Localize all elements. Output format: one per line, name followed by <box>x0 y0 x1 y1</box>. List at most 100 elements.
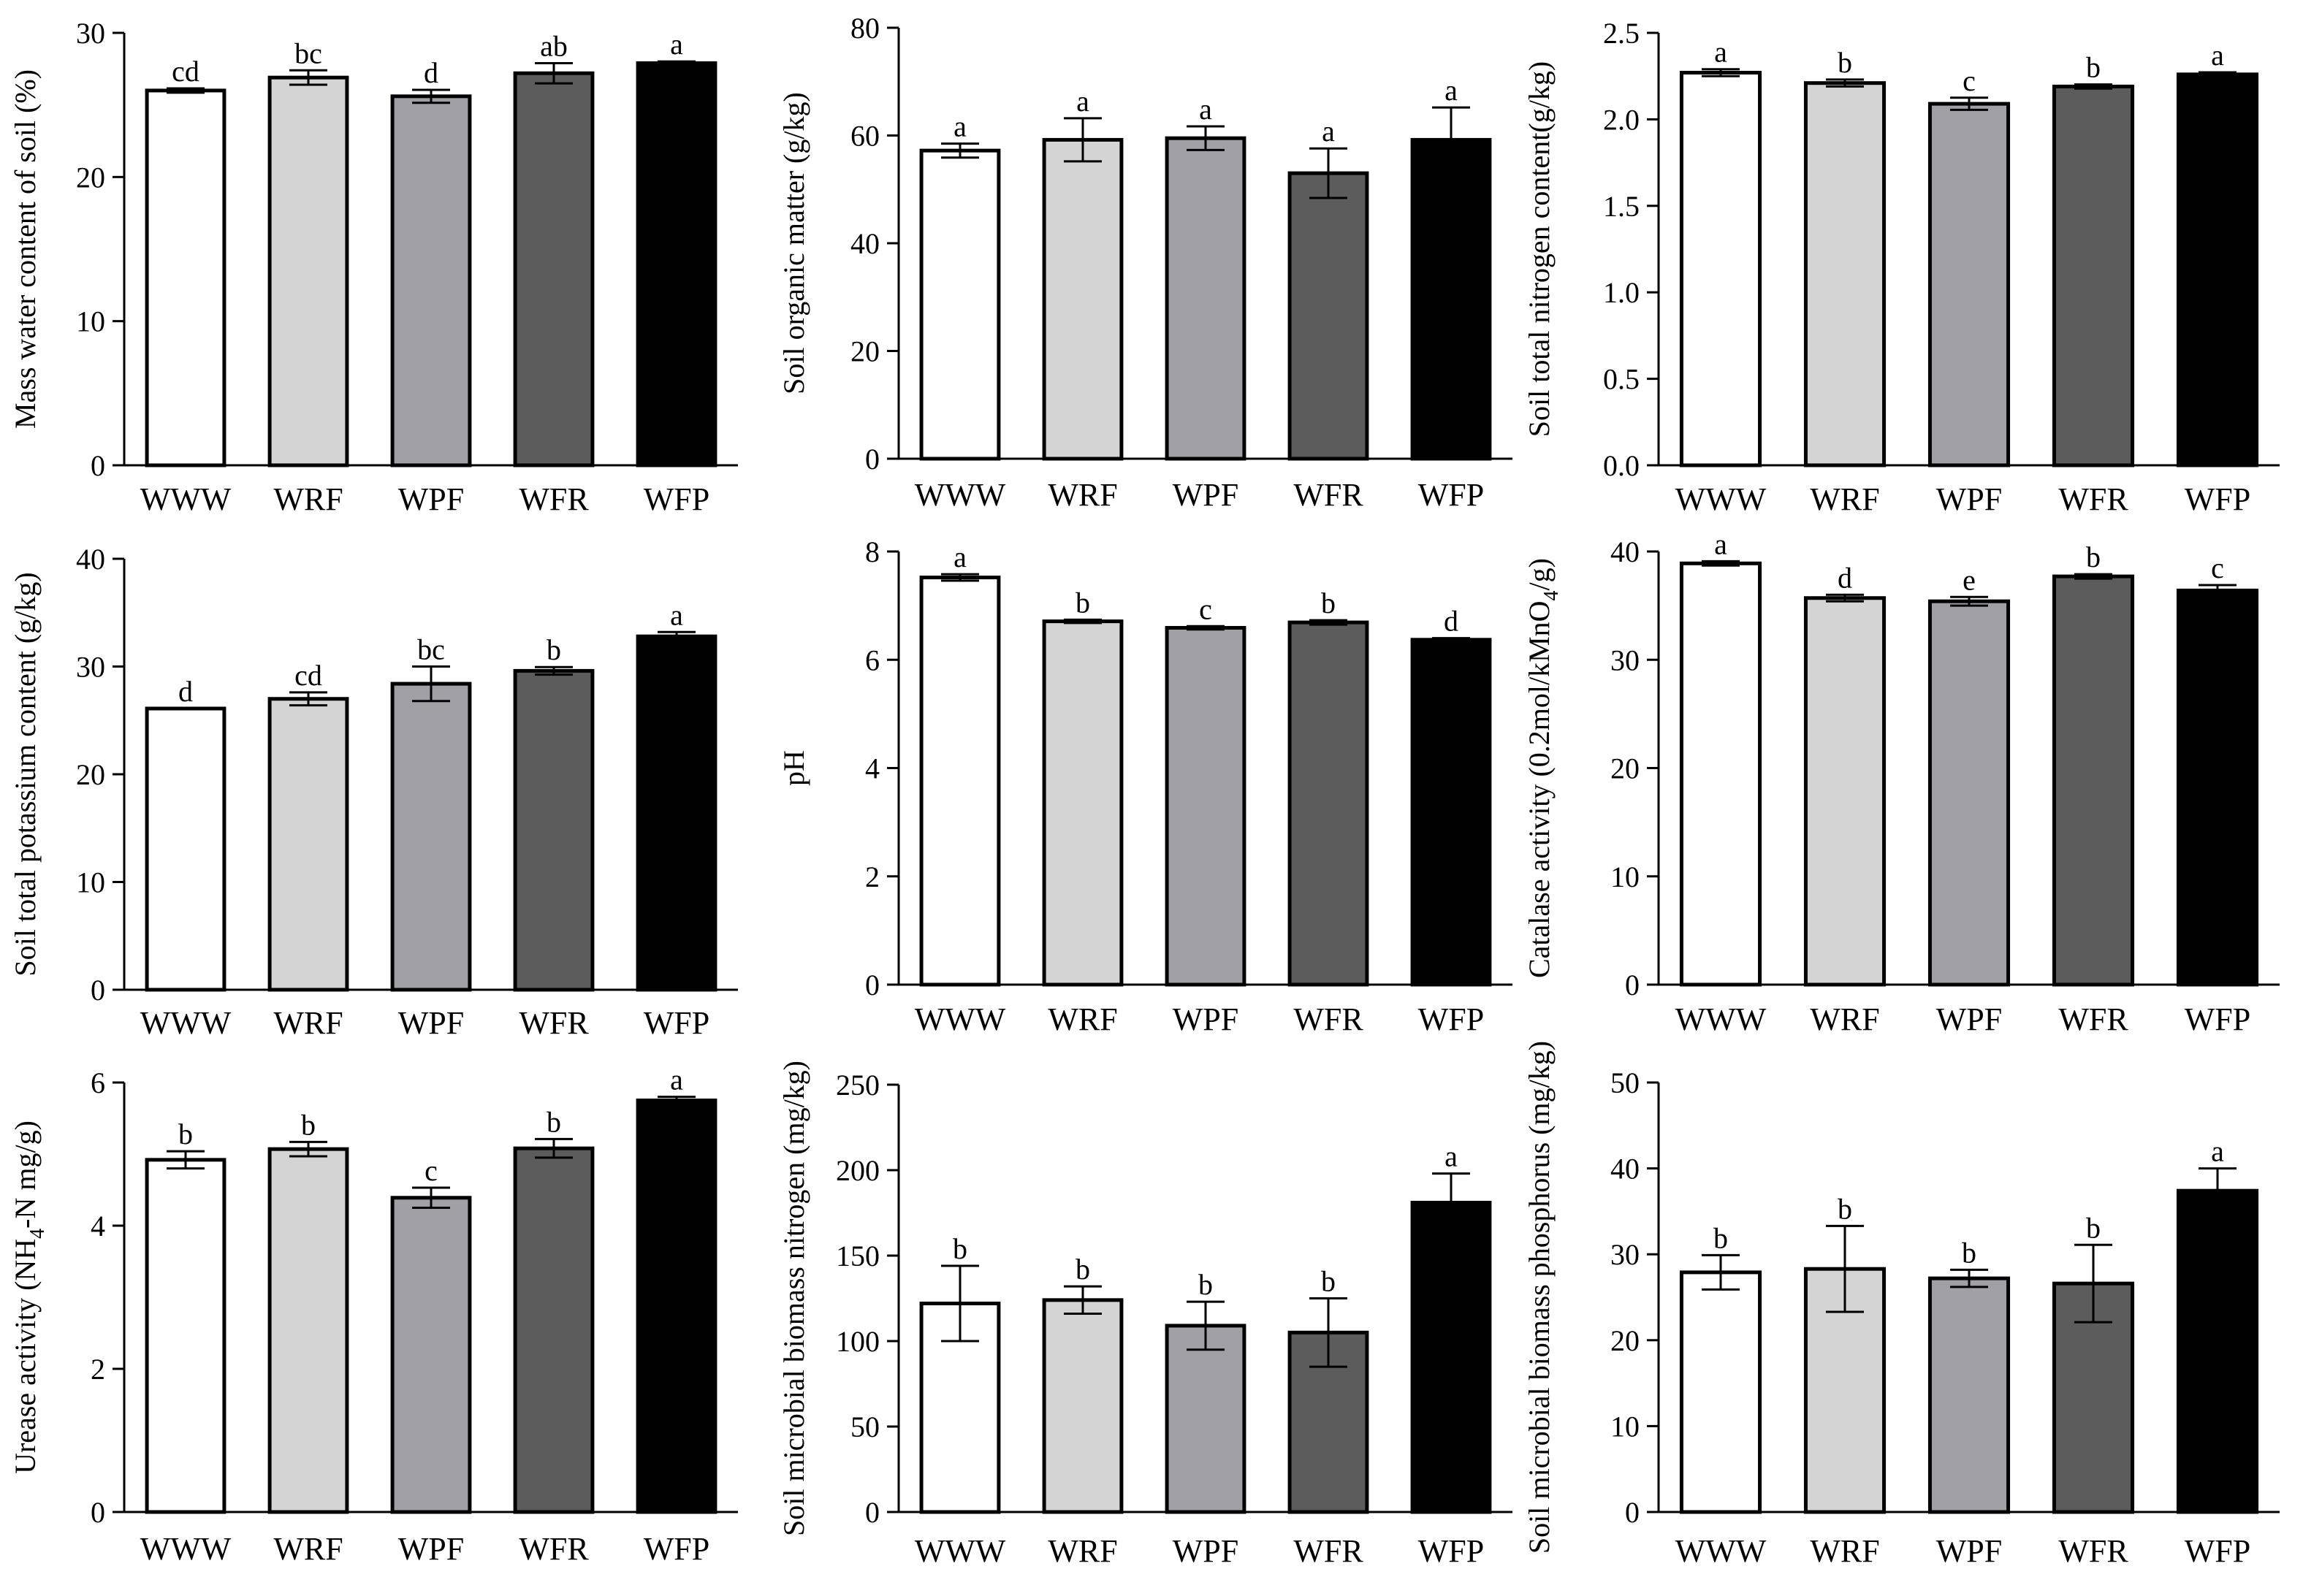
bar-wfp <box>636 1099 717 1514</box>
significance-letter: b <box>1321 587 1336 619</box>
x-tick-label: WFP <box>2185 1533 2250 1569</box>
y-tick-label: 40 <box>1610 535 1640 568</box>
significance-letter: a <box>670 598 683 631</box>
x-tick-label: WFP <box>1418 1001 1484 1037</box>
x-tick-label: WFR <box>519 1531 589 1567</box>
significance-letter: bc <box>417 633 445 666</box>
y-tick-label: 0 <box>865 443 880 476</box>
significance-letter: a <box>953 541 967 573</box>
x-tick-label: WFR <box>519 1005 589 1041</box>
bar-wfr <box>513 71 595 467</box>
y-tick-label: 100 <box>836 1325 880 1358</box>
significance-letter: b <box>1713 1221 1728 1254</box>
significance-letter: a <box>2211 1135 2224 1168</box>
chart-panel-3: 0.0 0.5 1.0 1.5 2.0 2.5 Soil total nitrogen co… <box>1523 17 2280 517</box>
significance-letter: b <box>953 1232 967 1265</box>
x-tick-label: WRF <box>1810 1001 1879 1037</box>
y-tick-label: 1.0 <box>1603 276 1640 309</box>
bar-wfp <box>2176 1188 2259 1514</box>
y-axis-label: Urease activity (NH4-N mg/g) <box>9 1120 49 1474</box>
x-tick-label: WFP <box>2185 481 2250 517</box>
x-tick-label: WFP <box>644 481 709 517</box>
x-tick-label: WPF <box>1936 481 2002 517</box>
y-tick-label: 40 <box>850 227 880 260</box>
x-tick-label: WFP <box>2185 1001 2250 1037</box>
y-axis-label: Soil total potassium content (g/kg) <box>9 572 42 976</box>
y-axis-label-text: Soil total nitrogen content(g/kg) <box>1523 61 1556 437</box>
bar-wrf <box>1042 619 1124 987</box>
y-axis-label-subscript: 4 <box>26 1229 49 1239</box>
x-tick-label: WPF <box>1173 1001 1238 1037</box>
y-tick-label: 20 <box>76 161 105 194</box>
y-tick-label: 10 <box>76 866 105 899</box>
bar-wpf <box>390 1196 472 1514</box>
y-tick-label: 0 <box>91 974 105 1007</box>
significance-letter: b <box>1198 1268 1213 1301</box>
significance-letter: a <box>1444 1140 1458 1173</box>
x-tick-label: WWW <box>140 1005 232 1041</box>
significance-letter: a <box>1322 115 1335 148</box>
x-tick-label: WRF <box>1810 1533 1879 1569</box>
significance-letter: a <box>1714 36 1727 69</box>
y-tick-label: 10 <box>1610 1410 1640 1443</box>
bar-wrf <box>1803 81 1887 467</box>
y-tick-label: 6 <box>91 1066 105 1099</box>
x-tick-label: WFP <box>644 1005 709 1041</box>
x-tick-label: WPF <box>398 481 464 517</box>
x-tick-label: WPF <box>398 1531 464 1567</box>
chart-panel-1: 0 10 20 30 Mass water content of soil (%) cd W… <box>9 17 738 517</box>
significance-letter: a <box>1076 85 1089 118</box>
bar-wfr <box>513 668 595 992</box>
y-tick-label: 30 <box>76 17 105 50</box>
y-axis-label: pH <box>777 750 810 786</box>
x-tick-label: WPF <box>1936 1001 2002 1037</box>
bar-wrf <box>1803 596 1887 987</box>
y-tick-label: 0 <box>865 1496 880 1529</box>
significance-letter: c <box>1199 592 1212 625</box>
y-tick-label: 0 <box>91 1496 105 1529</box>
significance-letter: c <box>425 1154 438 1187</box>
significance-letter: a <box>953 110 967 143</box>
significance-letter: b <box>2086 51 2101 84</box>
y-tick-label: 0 <box>865 969 880 1001</box>
y-tick-label: 2.5 <box>1603 17 1640 50</box>
y-axis-label: Catalase activity (0.2mol/kMnO4/g) <box>1523 558 1563 978</box>
chart-panel-5: 0 2 4 6 8 pH a WWW b WRF c WPF b WFR d WFP <box>777 535 1512 1037</box>
y-axis-label-text: Catalase activity (0.2mol/kMnO <box>1523 600 1556 978</box>
significance-letter: d <box>424 56 438 89</box>
y-tick-label: 10 <box>76 305 105 338</box>
x-tick-label: WPF <box>1173 1533 1238 1569</box>
y-axis-label: Soil microbial biomass nitrogen (mg/kg) <box>777 1061 810 1536</box>
x-tick-label: WFR <box>1293 1001 1363 1037</box>
significance-letter: b <box>1838 46 1852 79</box>
significance-letter: a <box>1444 74 1458 107</box>
significance-letter: a <box>1199 93 1212 126</box>
bar-wpf <box>1165 626 1246 987</box>
x-tick-label: WFP <box>1418 1533 1484 1569</box>
y-tick-label: 20 <box>76 758 105 791</box>
bar-wfr <box>2052 84 2135 467</box>
y-axis-label-text: Mass water content of soil (%) <box>9 69 42 429</box>
significance-letter: a <box>1714 527 1727 560</box>
x-tick-label: WFR <box>519 481 589 517</box>
significance-letter: b <box>1838 1192 1852 1225</box>
bar-wrf <box>1042 1298 1124 1514</box>
y-axis-label-subscript: 4 <box>1540 590 1563 600</box>
bar-www <box>1679 561 1762 987</box>
significance-letter: c <box>1963 64 1976 97</box>
chart-panel-2: 0 20 40 60 80 Soil organic matter (g/kg) a WWW a… <box>777 12 1512 513</box>
x-tick-label: WFP <box>644 1531 709 1567</box>
bar-wpf <box>1927 1276 2011 1514</box>
significance-letter: b <box>1962 1236 1976 1269</box>
bar-wfr <box>2052 574 2135 987</box>
y-tick-label: 50 <box>1610 1066 1640 1099</box>
y-tick-label: 1.5 <box>1603 190 1640 223</box>
x-tick-label: WFR <box>1293 1533 1363 1569</box>
significance-letter: a <box>670 28 683 61</box>
y-axis-label: Soil microbial biomass phosphorus (mg/kg… <box>1523 1041 1556 1554</box>
y-tick-label: 30 <box>1610 1238 1640 1271</box>
y-tick-label: 200 <box>836 1154 880 1187</box>
y-tick-label: 0 <box>1625 969 1640 1001</box>
